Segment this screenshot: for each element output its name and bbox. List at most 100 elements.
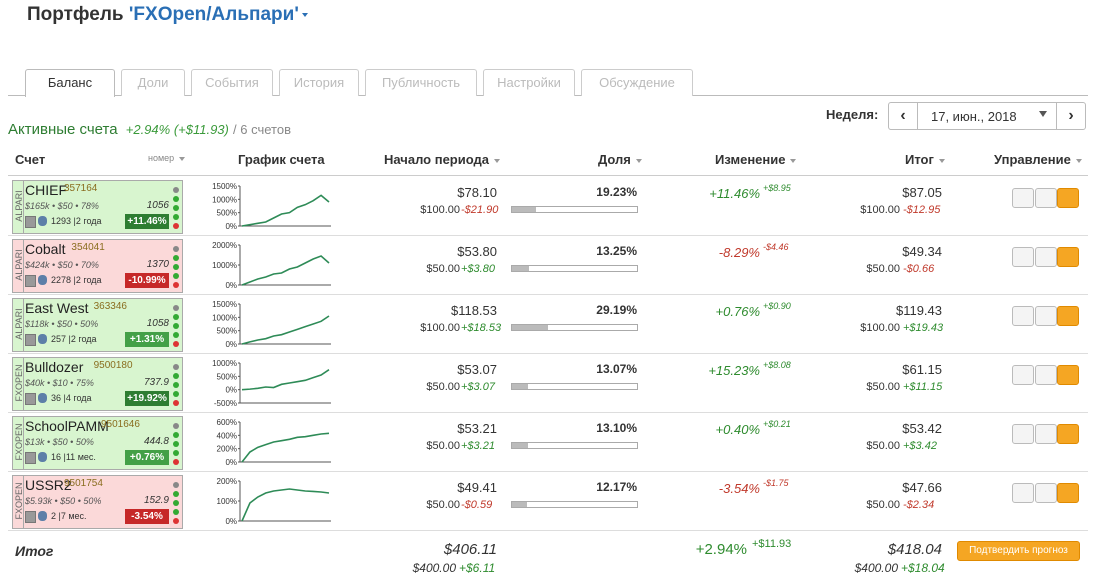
edit-button[interactable]: [1057, 483, 1079, 503]
y-tick-label: 200%: [217, 477, 237, 486]
total-end: $418.04: [887, 541, 942, 558]
chart-button[interactable]: [1012, 483, 1034, 503]
total-start-diff: +$6.11: [459, 561, 496, 575]
account-stats: $165k • $50 • 78%: [25, 201, 99, 211]
edit-button[interactable]: [1057, 424, 1079, 444]
tab[interactable]: События: [191, 69, 273, 96]
edit-button[interactable]: [1057, 306, 1079, 326]
y-tick-label: 600%: [217, 418, 237, 427]
start-diff: +$18.53: [461, 322, 502, 334]
page-title: Портфель 'FXOpen/Альпари': [27, 4, 308, 26]
account-line: [241, 315, 330, 345]
end-diff: +$19.43: [903, 322, 944, 334]
icon: [38, 334, 47, 344]
account-name[interactable]: Bulldozer: [25, 359, 84, 375]
share-track: [511, 206, 638, 213]
account-line: [241, 194, 330, 227]
row-rule: [8, 235, 1088, 236]
tab[interactable]: Обсуждение: [581, 69, 693, 96]
icon: [25, 393, 36, 405]
chart-button[interactable]: [1012, 188, 1034, 208]
y-tick-label: 1000%: [212, 195, 237, 204]
row-rule: [8, 294, 1088, 295]
list-button[interactable]: [1035, 247, 1057, 267]
list-button[interactable]: [1035, 424, 1057, 444]
badge: +1.31%: [125, 332, 169, 347]
status-dot: [173, 187, 179, 193]
list-button[interactable]: [1035, 483, 1057, 503]
edit-button[interactable]: [1057, 365, 1079, 385]
confirm-button[interactable]: Подтвердить прогноз: [957, 541, 1080, 561]
prev-week[interactable]: ‹: [889, 103, 918, 129]
account-card[interactable]: ALPARI Cobalt 354041 $424k • $50 • 70% 1370 2…: [12, 239, 183, 293]
portfolio-name[interactable]: 'FXOpen/Альпари': [128, 4, 299, 25]
status-dot: [173, 509, 179, 515]
chart-button[interactable]: [1012, 306, 1034, 326]
status-dot: [173, 305, 179, 311]
change-abs: +$8.95: [763, 183, 791, 193]
account-info: 36 |4 года: [51, 393, 92, 403]
badge: +11.46%: [125, 214, 169, 229]
sparkline: 2000% 1000% 0%: [212, 241, 331, 290]
share-label: 13.07%: [596, 362, 637, 376]
account-name[interactable]: SchoolPAMM: [25, 418, 109, 434]
icon: [25, 275, 36, 287]
tab[interactable]: Публичность: [365, 69, 477, 96]
account-card[interactable]: FXOPEN SchoolPAMM 9501646 $13k • $50 • 50% 4…: [12, 416, 183, 470]
tab[interactable]: Настройки: [483, 69, 575, 96]
tab[interactable]: История: [279, 69, 359, 96]
col-end[interactable]: Итог: [905, 152, 945, 167]
col-chart: График счета: [238, 152, 325, 167]
share-track: [511, 501, 638, 508]
account-name[interactable]: East West: [25, 300, 89, 316]
start-value: $49.41: [457, 480, 497, 495]
list-button[interactable]: [1035, 306, 1057, 326]
total-change: +2.94%: [695, 541, 747, 558]
col-change-text: Изменение: [715, 152, 786, 167]
share-label: 19.23%: [596, 185, 637, 199]
account-name[interactable]: CHIEF: [25, 182, 67, 198]
y-tick-label: 0%: [225, 222, 237, 231]
y-tick-label: 0%: [225, 517, 237, 526]
col-start-text: Начало периода: [384, 152, 489, 167]
edit-button[interactable]: [1057, 188, 1079, 208]
status-dot: [173, 459, 179, 465]
tab[interactable]: Баланс: [25, 69, 115, 97]
start-base: $100.00: [420, 204, 460, 216]
account-card[interactable]: FXOPEN Bulldozer 9500180 $40k • $10 • 75% 73…: [12, 357, 183, 411]
account-card[interactable]: ALPARI East West 363346 $118k • $50 • 50% 10…: [12, 298, 183, 352]
chart-button[interactable]: [1012, 247, 1034, 267]
account-name[interactable]: Cobalt: [25, 241, 66, 257]
col-control[interactable]: Управление: [994, 152, 1082, 167]
account-card[interactable]: ALPARI CHIEF 357164 $165k • $50 • 78% 1056 12…: [12, 180, 183, 234]
col-number[interactable]: номер: [148, 153, 186, 163]
list-button[interactable]: [1035, 188, 1057, 208]
end-value: $61.15: [902, 362, 942, 377]
col-account[interactable]: Счет: [15, 152, 46, 167]
account-balance: 444.8: [143, 436, 169, 447]
account-number: 363346: [93, 301, 127, 312]
col-start[interactable]: Начало периода: [384, 152, 500, 167]
tab[interactable]: Доли: [121, 69, 185, 96]
account-info: 2278 |2 года: [51, 275, 102, 285]
header-rule: [8, 175, 1088, 176]
col-change[interactable]: Изменение: [715, 152, 797, 167]
icon: [25, 216, 36, 228]
end-base: $50.00: [866, 440, 900, 452]
account-name[interactable]: USSR2: [25, 477, 72, 493]
share-bar: [512, 325, 549, 330]
week-value[interactable]: 17, июн., 2018: [931, 109, 1017, 124]
y-tick-label: 500%: [217, 327, 237, 336]
chart-button[interactable]: [1012, 365, 1034, 385]
week-picker[interactable]: ‹ 17, июн., 2018 ›: [888, 102, 1086, 130]
next-week[interactable]: ›: [1056, 103, 1085, 129]
edit-button[interactable]: [1057, 247, 1079, 267]
account-card[interactable]: FXOPEN USSR2 9501754 $5.93k • $50 • 50% 152.…: [12, 475, 183, 529]
change-value: -3.54%: [718, 481, 760, 496]
share-label: 13.25%: [596, 244, 637, 258]
y-tick-label: -500%: [214, 399, 237, 408]
col-share[interactable]: Доля: [598, 152, 642, 167]
chart-button[interactable]: [1012, 424, 1034, 444]
total-end-base: $400.00: [854, 561, 898, 575]
list-button[interactable]: [1035, 365, 1057, 385]
